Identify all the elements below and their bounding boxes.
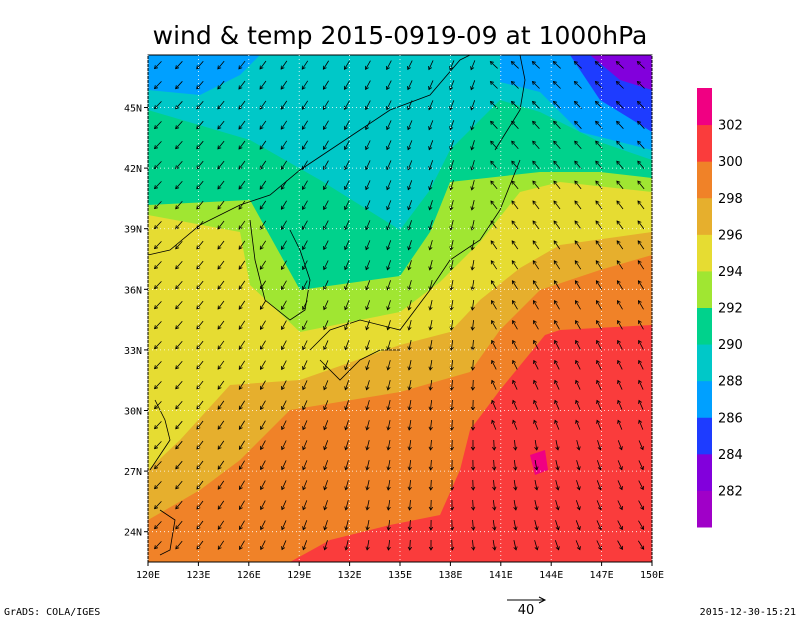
footer-right: 2015-12-30-15:21	[700, 607, 796, 618]
lat-tick-label: 33N	[124, 346, 142, 357]
colorbar-label: 288	[718, 375, 743, 390]
lon-tick-label: 129E	[287, 570, 311, 581]
colorbar-label: 294	[718, 265, 743, 280]
lon-tick-label: 138E	[438, 570, 462, 581]
colorbar-label: 286	[718, 411, 743, 426]
lon-tick-label: 135E	[388, 570, 412, 581]
lon-tick-label: 132E	[338, 570, 362, 581]
colorbar-swatch	[697, 344, 712, 381]
colorbar-swatch	[697, 125, 712, 162]
title: wind & temp 2015-0919-09 at 1000hPa	[153, 21, 648, 50]
colorbar-swatch	[697, 88, 712, 125]
lat-tick-label: 45N	[124, 104, 142, 115]
lat-tick-label: 39N	[124, 225, 142, 236]
colorbar-swatch	[697, 454, 712, 491]
lat-tick-label: 24N	[124, 528, 142, 539]
colorbar-swatch	[697, 417, 712, 454]
colorbar-swatch	[697, 234, 712, 271]
colorbar-label: 300	[718, 155, 743, 170]
colorbar-label: 296	[718, 228, 743, 243]
colorbar-swatch	[697, 308, 712, 345]
lon-tick-label: 150E	[640, 570, 664, 581]
colorbar-swatch	[697, 490, 712, 527]
colorbar-label: 284	[718, 448, 743, 463]
lat-tick-label: 42N	[124, 164, 142, 175]
wind-shaft	[473, 380, 474, 390]
colorbar-label: 302	[718, 119, 743, 134]
reference-label: 40	[518, 603, 535, 618]
colorbar-label: 282	[718, 484, 743, 499]
lat-tick-label: 27N	[124, 467, 142, 478]
lon-tick-label: 123E	[186, 570, 210, 581]
colorbar-swatch	[697, 161, 712, 198]
colorbar-swatch	[697, 198, 712, 235]
lon-tick-label: 144E	[539, 570, 563, 581]
lat-tick-label: 36N	[124, 285, 142, 296]
colorbar-label: 290	[718, 338, 743, 353]
wind-shaft	[494, 440, 495, 450]
lon-tick-label: 126E	[237, 570, 261, 581]
lon-tick-label: 147E	[590, 570, 614, 581]
lon-tick-label: 141E	[489, 570, 513, 581]
colorbar-label: 298	[718, 192, 743, 207]
colorbar-swatch	[697, 381, 712, 418]
footer-left: GrADS: COLA/IGES	[4, 607, 100, 618]
lat-tick-label: 30N	[124, 407, 142, 418]
colorbar-swatch	[697, 271, 712, 308]
colorbar-label: 292	[718, 302, 743, 317]
lon-tick-label: 120E	[136, 570, 160, 581]
reference-vector: 40	[507, 597, 545, 618]
